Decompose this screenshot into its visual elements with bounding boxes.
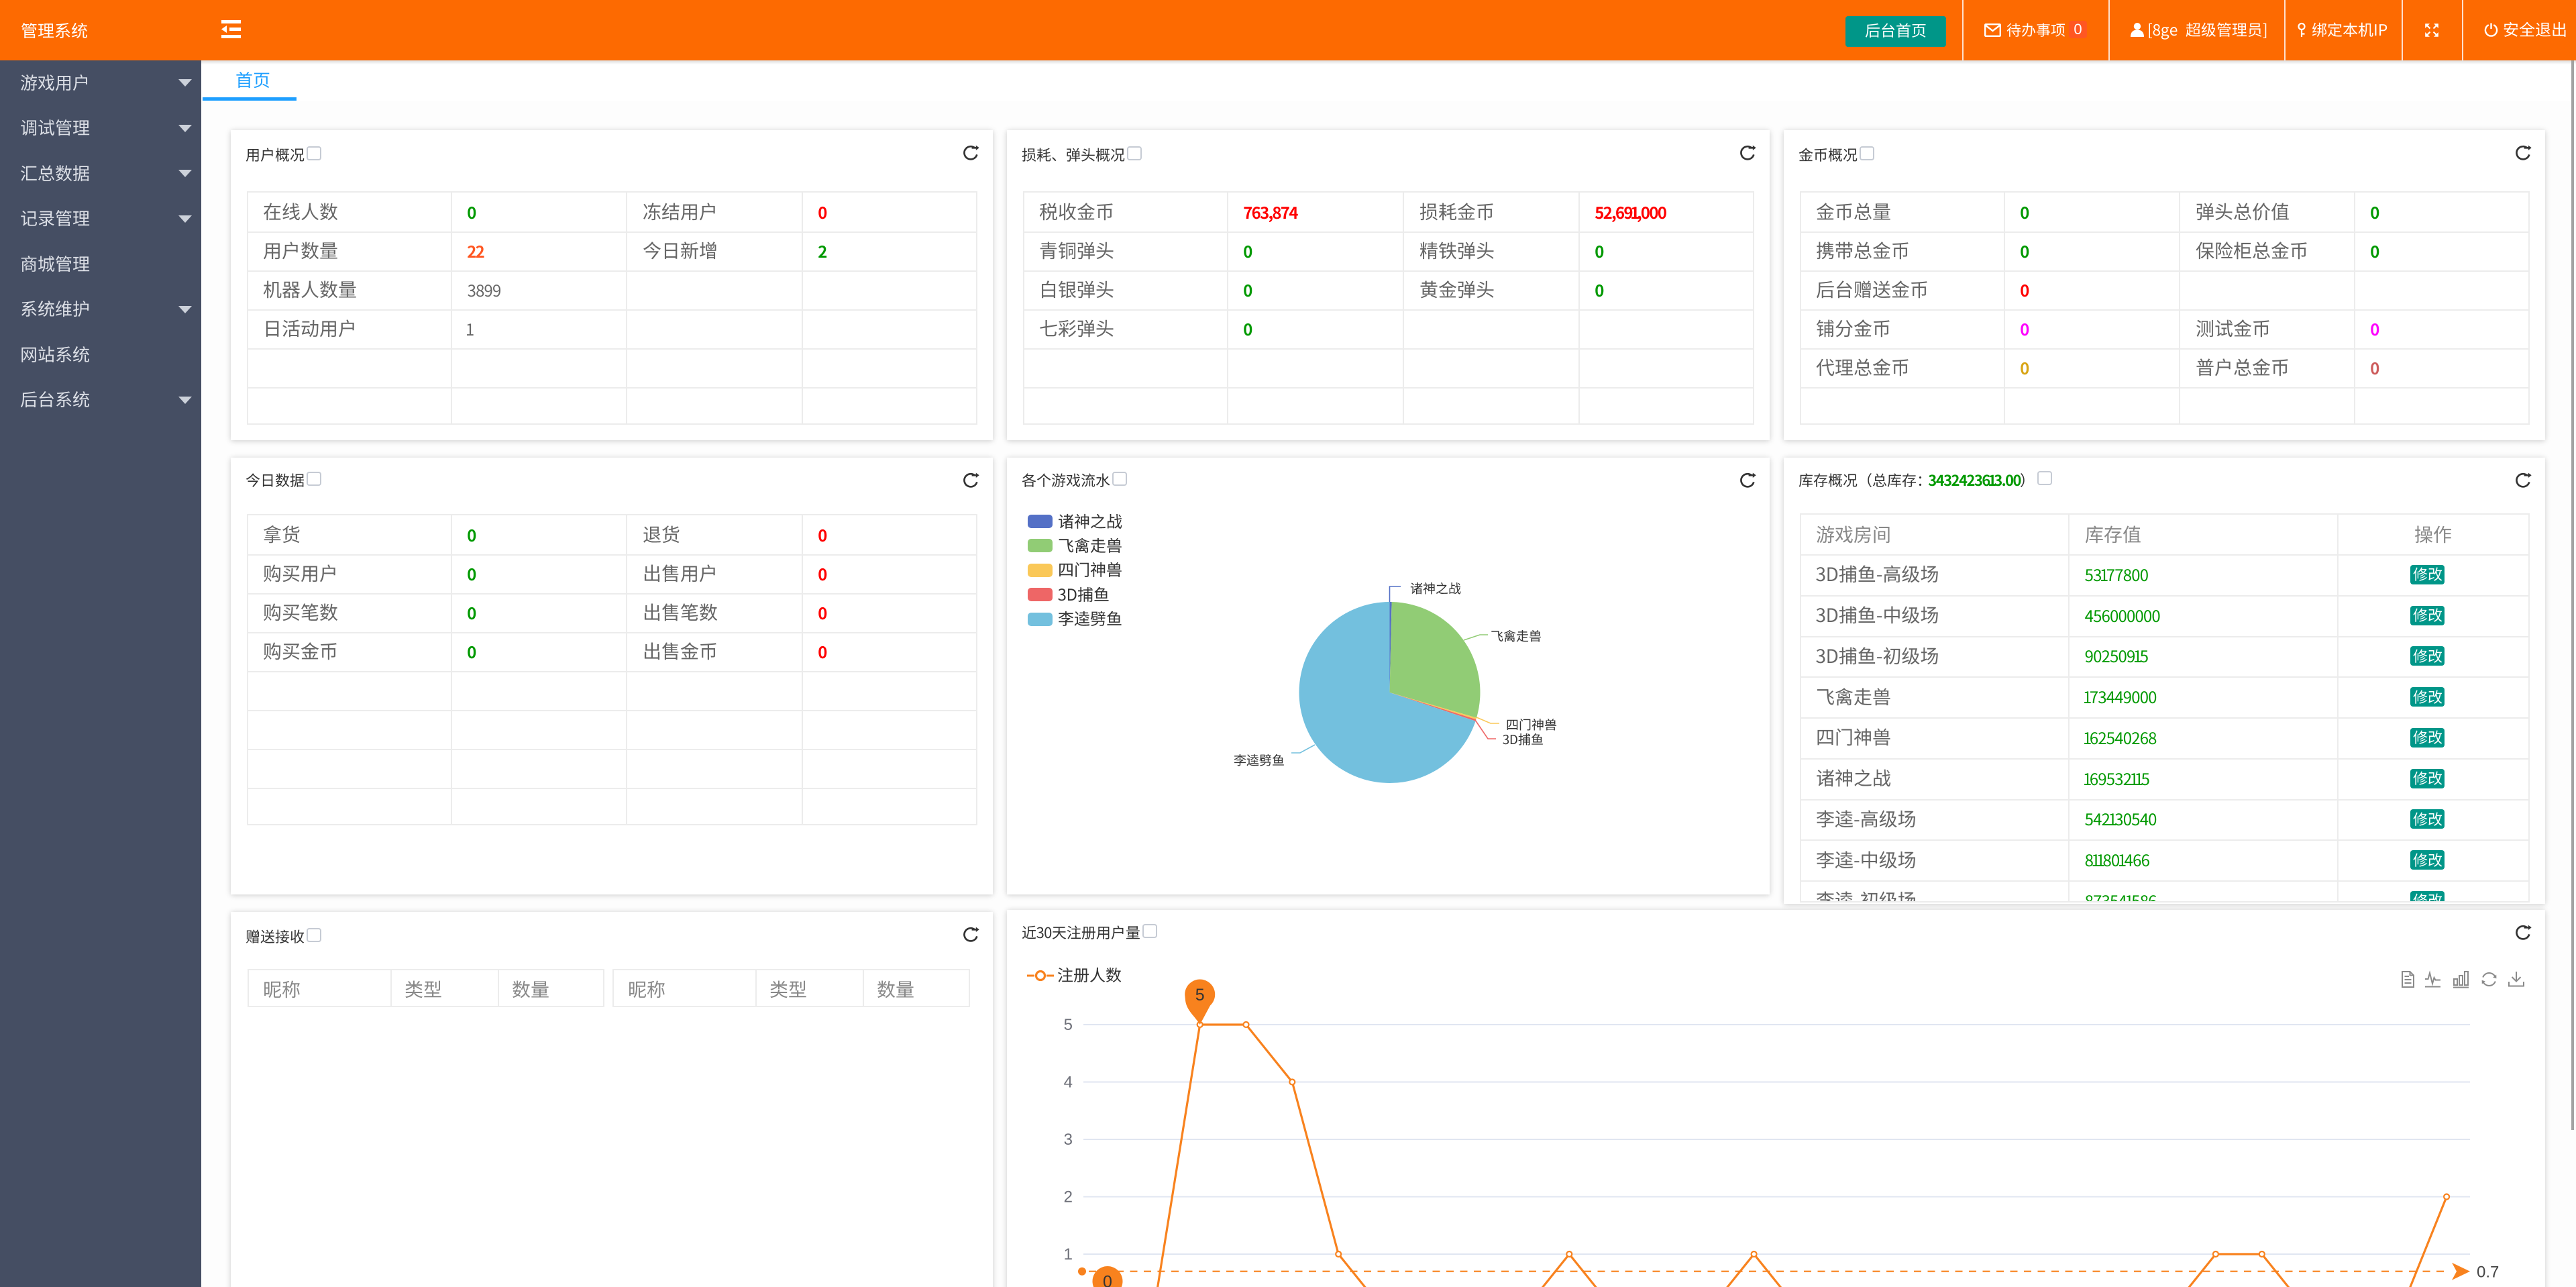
svg-text:1: 1 xyxy=(1064,1245,1073,1264)
svg-text:5: 5 xyxy=(1064,1016,1073,1034)
svg-text:5: 5 xyxy=(1195,986,1205,1005)
svg-text:4: 4 xyxy=(1064,1074,1073,1092)
svg-text:0: 0 xyxy=(1103,1273,1112,1287)
svg-text:2: 2 xyxy=(1064,1188,1073,1206)
svg-text:0.7: 0.7 xyxy=(2477,1264,2499,1282)
svg-text:3: 3 xyxy=(1064,1131,1073,1149)
